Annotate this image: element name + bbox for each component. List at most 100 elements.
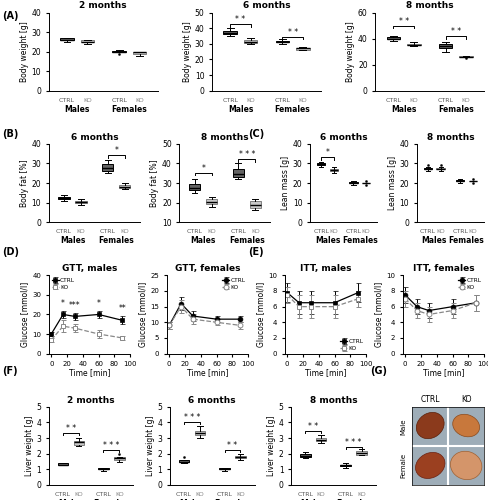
Text: CTRL: CTRL	[345, 229, 361, 234]
PathPatch shape	[58, 196, 70, 198]
Y-axis label: Liver weight [g]: Liver weight [g]	[145, 416, 154, 476]
X-axis label: Time [min]: Time [min]	[304, 368, 346, 378]
Ellipse shape	[415, 412, 443, 438]
Y-axis label: Glucose [mmol/l]: Glucose [mmol/l]	[138, 282, 147, 347]
PathPatch shape	[133, 52, 146, 54]
Text: KO: KO	[461, 98, 469, 103]
Text: KO: KO	[246, 98, 254, 103]
PathPatch shape	[112, 50, 126, 51]
Text: CTRL: CTRL	[100, 229, 116, 234]
Title: 2 months: 2 months	[80, 2, 127, 11]
PathPatch shape	[81, 40, 94, 42]
Legend: CTRL, KO: CTRL, KO	[457, 278, 480, 289]
PathPatch shape	[179, 460, 189, 462]
Text: * *: * *	[235, 15, 245, 24]
Text: (F): (F)	[2, 366, 18, 376]
Text: * *: * *	[307, 422, 318, 431]
Text: * *: * *	[450, 27, 460, 36]
Text: *: *	[114, 146, 118, 156]
PathPatch shape	[340, 464, 350, 466]
Text: KO: KO	[329, 229, 338, 234]
PathPatch shape	[436, 168, 444, 170]
PathPatch shape	[98, 468, 108, 469]
Y-axis label: Liver weight [g]: Liver weight [g]	[266, 416, 275, 476]
Text: * *: * *	[227, 441, 237, 450]
Y-axis label: Glucose [mmol/l]: Glucose [mmol/l]	[374, 282, 383, 347]
Y-axis label: Body weight [g]: Body weight [g]	[346, 21, 354, 82]
Text: **: **	[118, 304, 126, 314]
Text: CTRL: CTRL	[297, 492, 313, 497]
Text: CTRL: CTRL	[222, 98, 238, 103]
Text: CTRL: CTRL	[337, 492, 353, 497]
Legend: CTRL, KO: CTRL, KO	[222, 278, 245, 289]
Text: CTRL: CTRL	[176, 492, 192, 497]
Text: CTRL: CTRL	[59, 98, 75, 103]
Title: 2 months: 2 months	[67, 396, 115, 404]
Text: KO: KO	[468, 229, 476, 234]
Text: CTRL: CTRL	[56, 229, 72, 234]
Text: CTRL: CTRL	[216, 492, 232, 497]
Text: KO: KO	[316, 492, 325, 497]
Text: KO: KO	[460, 394, 470, 404]
PathPatch shape	[316, 164, 325, 166]
Text: * *: * *	[66, 424, 76, 432]
PathPatch shape	[458, 56, 472, 57]
Y-axis label: Body weight [g]: Body weight [g]	[183, 21, 192, 82]
Text: KO: KO	[408, 98, 417, 103]
PathPatch shape	[60, 38, 74, 40]
PathPatch shape	[329, 170, 337, 172]
PathPatch shape	[348, 182, 357, 183]
PathPatch shape	[114, 457, 124, 460]
Text: (D): (D)	[2, 247, 20, 257]
Text: Male: Male	[400, 418, 406, 434]
Text: (A): (A)	[2, 11, 19, 21]
Text: KO: KO	[135, 98, 143, 103]
Text: (B): (B)	[2, 129, 19, 139]
Y-axis label: Body fat [%]: Body fat [%]	[20, 159, 29, 207]
Text: CTRL: CTRL	[437, 98, 453, 103]
Text: * * *: * * *	[238, 150, 254, 159]
Title: ITT, females: ITT, females	[412, 264, 473, 273]
Y-axis label: Glucose [mmol/l]: Glucose [mmol/l]	[20, 282, 29, 347]
Legend: CTRL, KO: CTRL, KO	[52, 278, 75, 289]
PathPatch shape	[235, 456, 245, 458]
PathPatch shape	[249, 201, 261, 208]
Text: (E): (E)	[248, 247, 264, 257]
Y-axis label: Lean mass [g]: Lean mass [g]	[387, 156, 396, 210]
Title: 6 months: 6 months	[242, 2, 290, 11]
PathPatch shape	[386, 38, 399, 39]
PathPatch shape	[423, 168, 431, 170]
Y-axis label: Body fat [%]: Body fat [%]	[150, 159, 159, 207]
Ellipse shape	[415, 452, 444, 478]
Text: KO: KO	[207, 229, 216, 234]
Text: CTRL: CTRL	[186, 229, 202, 234]
PathPatch shape	[205, 199, 217, 204]
X-axis label: Time [min]: Time [min]	[69, 368, 110, 378]
Title: 8 months: 8 months	[426, 133, 473, 142]
Text: * * *: * * *	[345, 438, 361, 446]
Y-axis label: Liver weight [g]: Liver weight [g]	[24, 416, 34, 476]
Text: KO: KO	[74, 492, 83, 497]
Text: (G): (G)	[369, 366, 386, 376]
Text: CTRL: CTRL	[313, 229, 328, 234]
Text: KO: KO	[361, 229, 370, 234]
Title: 8 months: 8 months	[405, 2, 452, 11]
PathPatch shape	[406, 44, 420, 45]
Text: *: *	[97, 298, 101, 308]
PathPatch shape	[295, 48, 309, 50]
PathPatch shape	[119, 186, 130, 188]
PathPatch shape	[315, 438, 325, 441]
Text: CTRL: CTRL	[419, 229, 435, 234]
Title: 6 months: 6 months	[70, 133, 118, 142]
Text: *: *	[61, 298, 65, 308]
Title: 6 months: 6 months	[319, 133, 366, 142]
Text: CTRL: CTRL	[385, 98, 401, 103]
Legend: CTRL, KO: CTRL, KO	[339, 340, 363, 350]
Text: * * *: * * *	[183, 412, 200, 422]
PathPatch shape	[188, 184, 200, 190]
Text: KO: KO	[195, 492, 204, 497]
Text: CTRL: CTRL	[420, 394, 439, 404]
Text: CTRL: CTRL	[111, 98, 127, 103]
Text: KO: KO	[115, 492, 123, 497]
Title: GTT, females: GTT, females	[174, 264, 240, 273]
